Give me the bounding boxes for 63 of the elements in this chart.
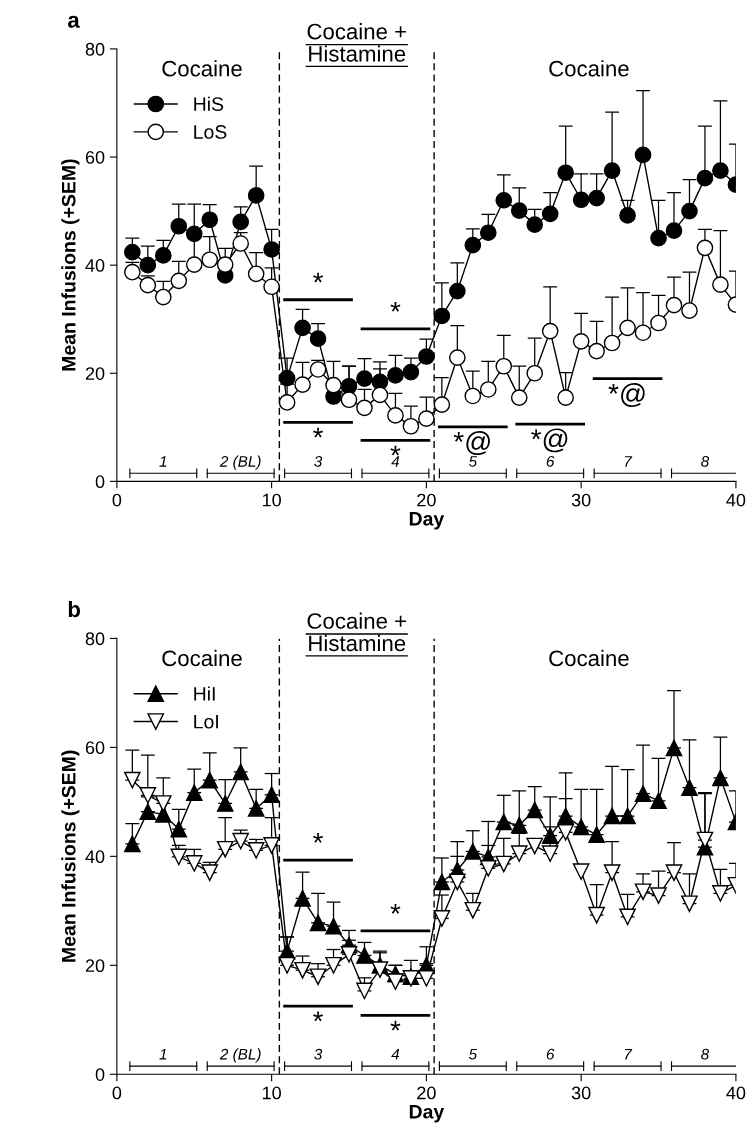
annotation: 5 [468,1048,478,1060]
legend-label: LoS [194,125,227,139]
y-tick-label: 40 [85,850,105,864]
annotation: 7 [624,1048,633,1060]
annotation: * [390,1020,401,1031]
y-tick-label: 20 [85,959,105,973]
annotation: 1 [159,1048,167,1060]
annotation: Cocaine + Histamine [307,612,406,652]
x-tick-label: 10 [262,493,281,507]
x-tick-label: 10 [262,1086,281,1100]
annotation: 2 (BL) [219,1048,261,1063]
x-tick-label: 30 [571,1086,591,1100]
annotation: 5 [468,456,478,467]
x-axis-title: Day [409,1105,445,1123]
annotation: *@ [453,431,490,456]
annotation: 6 [546,455,555,467]
y-tick-label: 60 [85,150,105,164]
annotation: *@ [531,428,568,453]
legend-label: HiS [194,96,224,111]
annotation: 4 [391,456,400,467]
annotation: 2 (BL) [219,455,261,470]
annotation: * [390,301,401,312]
annotation: 1 [159,456,167,467]
y-axis-title: Mean Infusions (+SEM) [61,750,80,962]
annotation: * [313,272,324,283]
annotation: 3 [314,455,323,467]
x-axis-title: Day [409,512,445,530]
x-tick-label: 0 [112,1086,122,1100]
legend-label: HiI [194,686,215,701]
annotation: 8 [701,1048,710,1060]
y-axis-title: Mean Infusions (+SEM) [61,159,80,371]
annotation: 7 [624,456,633,467]
y-tick-label: 80 [85,632,105,646]
annotation: Cocaine [162,60,242,77]
annotation: *@ [608,382,645,407]
annotation: * [313,1011,324,1022]
annotation: Cocaine [162,649,242,667]
y-tick-label: 0 [95,475,105,489]
annotation: * [390,445,401,456]
x-tick-label: 40 [726,493,746,507]
annotation: 4 [391,1048,400,1060]
x-tick-label: 20 [417,1086,436,1100]
annotation: Cocaine [549,649,629,667]
annotation: 6 [546,1048,555,1060]
chart-title: a [68,15,80,28]
legend-label: LoI [194,714,218,729]
y-tick-label: 20 [85,367,105,380]
x-tick-label: 30 [571,493,591,507]
y-tick-label: 40 [85,259,105,272]
y-tick-label: 60 [85,741,105,755]
annotation: Cocaine + Histamine [307,23,406,62]
annotation: * [390,903,401,914]
annotation: 8 [701,455,710,467]
annotation: * [313,833,324,843]
annotation: * [313,427,324,438]
x-tick-label: 40 [726,1086,746,1100]
chart-title: b [68,600,81,618]
y-tick-label: 0 [95,1068,105,1081]
x-tick-label: 0 [112,493,122,507]
y-tick-label: 80 [85,42,105,56]
annotation: Cocaine [549,60,629,77]
annotation: 3 [314,1048,323,1060]
x-tick-label: 20 [417,493,436,507]
